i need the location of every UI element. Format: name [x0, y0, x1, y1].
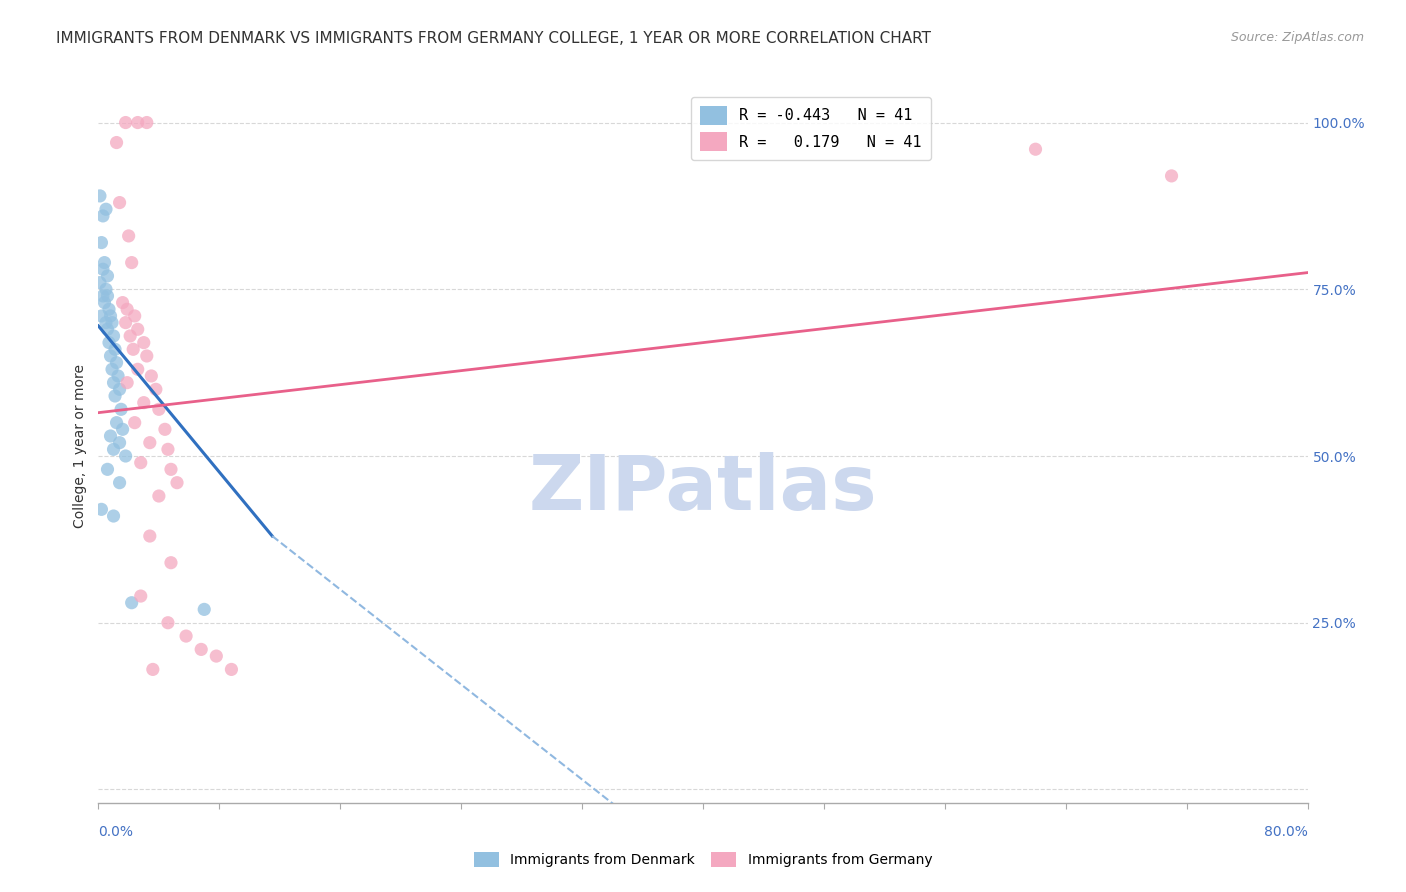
Point	[105, 136, 128, 150]
Point	[148, 489, 170, 503]
Text: 0.0%: 0.0%	[98, 825, 134, 839]
Point	[104, 343, 127, 357]
Point	[90, 309, 112, 323]
Point	[104, 389, 127, 403]
Point	[127, 115, 149, 129]
Point	[135, 349, 157, 363]
Point	[108, 382, 131, 396]
Point	[105, 416, 128, 430]
Point	[108, 475, 131, 490]
Point	[156, 615, 179, 630]
Point	[90, 235, 112, 250]
Point	[115, 376, 138, 390]
Point	[193, 602, 215, 616]
Point	[96, 268, 118, 283]
Point	[124, 416, 146, 430]
Point	[108, 195, 131, 210]
Point	[120, 329, 142, 343]
Point	[205, 649, 228, 664]
Text: ZIPatlas: ZIPatlas	[529, 452, 877, 525]
Point	[101, 316, 124, 330]
Point	[129, 589, 152, 603]
Point	[127, 322, 149, 336]
Point	[132, 395, 155, 409]
Point	[89, 276, 111, 290]
Point	[100, 429, 122, 443]
Point	[103, 376, 125, 390]
Point	[98, 335, 121, 350]
Point	[110, 402, 132, 417]
Point	[93, 295, 115, 310]
Text: Source: ZipAtlas.com: Source: ZipAtlas.com	[1230, 31, 1364, 45]
Point	[160, 462, 183, 476]
Point	[115, 302, 138, 317]
Legend: Immigrants from Denmark, Immigrants from Germany: Immigrants from Denmark, Immigrants from…	[474, 853, 932, 867]
Point	[114, 115, 136, 129]
Point	[103, 509, 125, 524]
Point	[114, 316, 136, 330]
Point	[96, 322, 118, 336]
Point	[132, 335, 155, 350]
Text: 80.0%: 80.0%	[1264, 825, 1308, 839]
Point	[91, 289, 114, 303]
Point	[1160, 169, 1182, 183]
Point	[156, 442, 179, 457]
Point	[139, 435, 162, 450]
Point	[190, 642, 212, 657]
Point	[135, 115, 157, 129]
Point	[96, 289, 118, 303]
Point	[127, 362, 149, 376]
Point	[107, 368, 129, 383]
Point	[93, 255, 115, 269]
Point	[174, 629, 197, 643]
Point	[122, 343, 145, 357]
Point	[103, 442, 125, 457]
Point	[111, 295, 134, 310]
Point	[94, 282, 117, 296]
Point	[142, 662, 165, 676]
Point	[166, 475, 188, 490]
Point	[121, 596, 143, 610]
Point	[114, 449, 136, 463]
Point	[100, 349, 122, 363]
Point	[111, 422, 134, 436]
Point	[89, 189, 111, 203]
Point	[160, 556, 183, 570]
Point	[96, 462, 118, 476]
Point	[121, 255, 143, 269]
Point	[148, 402, 170, 417]
Point	[94, 316, 117, 330]
Point	[139, 529, 162, 543]
Point	[91, 209, 114, 223]
Point	[118, 228, 141, 243]
Point	[141, 368, 163, 383]
Point	[101, 362, 124, 376]
Point	[103, 329, 125, 343]
Point	[145, 382, 167, 396]
Y-axis label: College, 1 year or more: College, 1 year or more	[73, 364, 87, 528]
Point	[91, 262, 114, 277]
Point	[105, 356, 128, 370]
Point	[129, 456, 152, 470]
Point	[221, 662, 243, 676]
Text: IMMIGRANTS FROM DENMARK VS IMMIGRANTS FROM GERMANY COLLEGE, 1 YEAR OR MORE CORRE: IMMIGRANTS FROM DENMARK VS IMMIGRANTS FR…	[56, 31, 931, 46]
Point	[94, 202, 117, 217]
Point	[100, 309, 122, 323]
Point	[1024, 142, 1046, 156]
Point	[124, 309, 146, 323]
Point	[90, 502, 112, 516]
Point	[98, 302, 121, 317]
Point	[108, 435, 131, 450]
Point	[153, 422, 176, 436]
